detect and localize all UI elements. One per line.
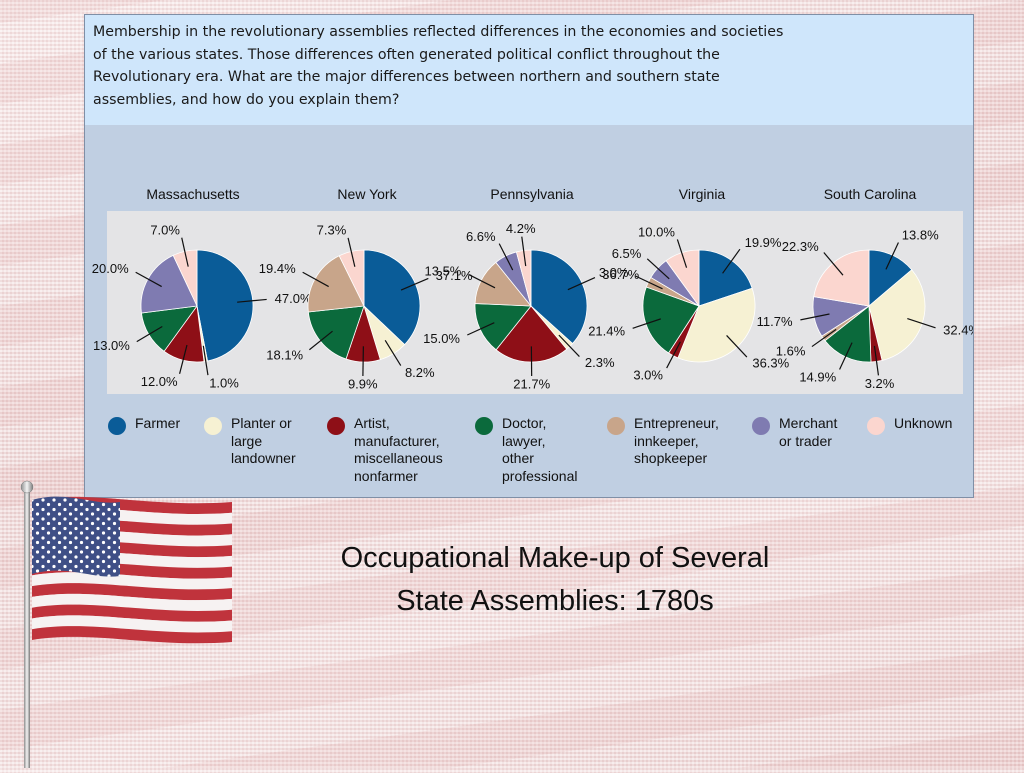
data-label: 6.6% — [466, 229, 496, 244]
legend-swatch — [475, 417, 493, 435]
pie-slice-farmer — [197, 250, 253, 361]
data-label: 21.7% — [513, 377, 550, 392]
data-label: 13.8% — [902, 228, 939, 243]
legend-swatch — [607, 417, 625, 435]
pie-slice-unknown — [814, 250, 869, 306]
data-label: 15.0% — [423, 331, 460, 346]
legend-swatch — [327, 417, 345, 435]
data-label: 1.6% — [776, 344, 806, 359]
data-label: 20.0% — [92, 261, 129, 276]
legend-label: Artist, manufacturer, miscellaneous nonf… — [354, 415, 443, 485]
data-label: 6.5% — [612, 246, 642, 261]
data-label: 8.2% — [405, 365, 435, 380]
legend-swatch — [204, 417, 222, 435]
data-label: 4.2% — [506, 221, 536, 236]
flag-pole-finial — [21, 481, 33, 493]
data-label: 32.4% — [943, 323, 973, 338]
textbook-figure: Membership in the revolutionary assembli… — [84, 14, 974, 498]
pie-new-york: 37.1%8.2%9.9%18.1%19.4%7.3% — [259, 223, 473, 392]
legend-label: Merchant or trader — [779, 415, 837, 450]
data-label: 12.0% — [141, 374, 178, 389]
pie-pennsylvania: 36.7%2.3%21.7%15.0%13.5%6.6%4.2% — [423, 221, 639, 391]
pie-virginia: 19.9%36.3%3.0%21.4%3.0%6.5%10.0% — [588, 224, 789, 382]
data-label: 7.3% — [317, 223, 347, 238]
legend-swatch — [752, 417, 770, 435]
data-label: 1.0% — [209, 376, 239, 391]
data-label: 13.5% — [425, 263, 462, 278]
legend-label: Entrepreneur, innkeeper, shopkeeper — [634, 415, 719, 468]
data-label: 47.0% — [275, 291, 312, 306]
legend-label: Doctor, lawyer, other professional — [502, 415, 578, 485]
data-label: 10.0% — [638, 224, 675, 239]
american-flag-image — [18, 478, 238, 768]
data-label: 18.1% — [266, 347, 303, 362]
data-label: 11.7% — [757, 314, 793, 329]
data-label: 7.0% — [150, 222, 180, 237]
data-label: 22.3% — [782, 239, 819, 254]
data-label: 3.0% — [633, 368, 663, 383]
slide-title: Occupational Make-up of Several State As… — [290, 537, 820, 623]
legend-swatch — [108, 417, 126, 435]
data-label: 21.4% — [588, 323, 625, 338]
flag-pole — [24, 488, 30, 768]
legend-label: Unknown — [894, 415, 952, 433]
data-label: 19.4% — [259, 261, 296, 276]
data-label: 13.0% — [93, 338, 130, 353]
data-label: 3.2% — [865, 376, 895, 391]
flag-stars — [32, 497, 120, 577]
legend-label: Planter or large landowner — [231, 415, 296, 468]
legend-swatch — [867, 417, 885, 435]
legend-label: Farmer — [135, 415, 180, 433]
slide-title-line-1: Occupational Make-up of Several — [290, 537, 820, 580]
data-label: 3.0% — [599, 265, 629, 280]
slide-title-line-2: State Assemblies: 1780s — [290, 580, 820, 623]
data-label: 19.9% — [745, 235, 782, 250]
data-label: 2.3% — [585, 355, 615, 370]
pie-massachusetts: 47.0% 1.0% 12.0% 13.0% 20.0% 7.0% — [92, 222, 312, 390]
data-label: 14.9% — [799, 369, 836, 384]
data-label: 9.9% — [348, 376, 378, 391]
